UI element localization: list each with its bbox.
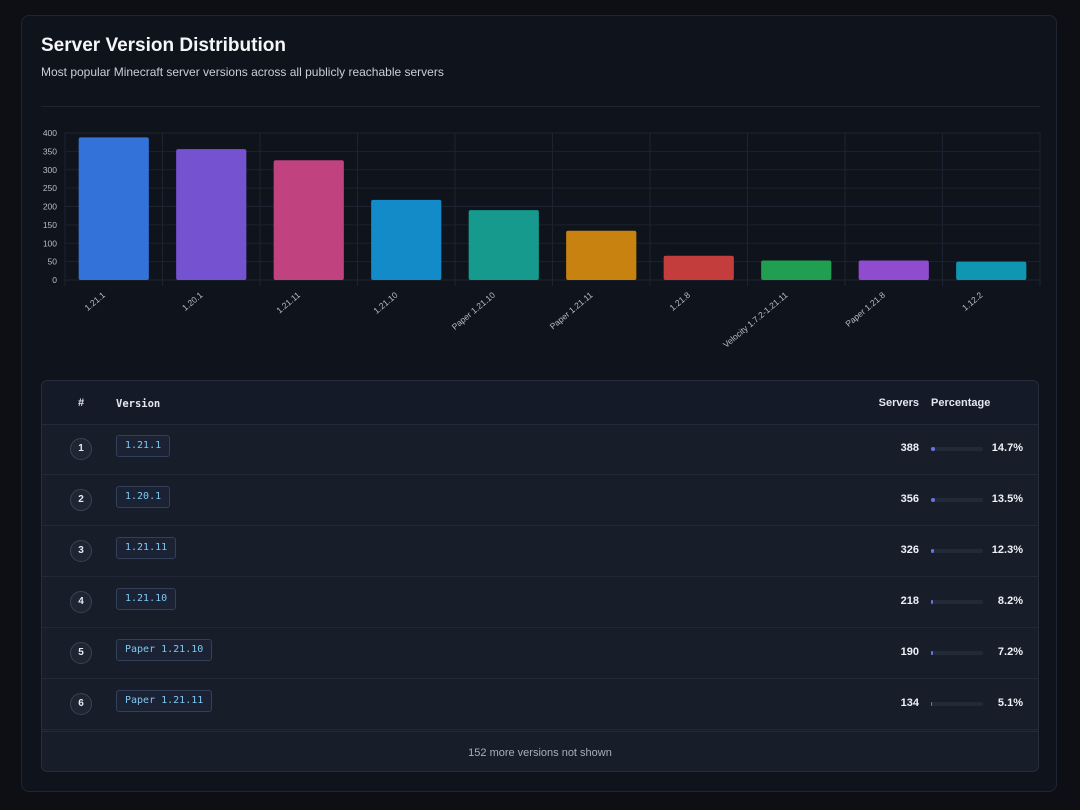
bar-1-21-8[interactable] [663, 255, 734, 280]
server-count: 388 [900, 442, 919, 454]
version-bar-chart: 0 50 100 150 200 250 300 350 400 1.21.1 1.20.1 1.21… [43, 128, 1041, 350]
header-percentage: Percentage [931, 397, 991, 409]
page-title: Server Version Distribution [41, 35, 286, 56]
x-tick-label: 1.21.11 [274, 290, 302, 316]
y-tick-label: 350 [43, 146, 57, 156]
percentage-value: 8.2% [997, 595, 1023, 607]
rank-badge: 5 [70, 642, 92, 664]
version-tag: Paper 1.21.11 [116, 690, 213, 712]
x-tick-label: 1.21.8 [667, 290, 692, 313]
bar-paper-1-21-10[interactable] [468, 210, 539, 280]
x-tick-label: Paper 1.21.11 [548, 290, 595, 332]
y-tick-label: 0 [52, 275, 57, 285]
percentage-value: 7.2% [997, 646, 1023, 658]
percentage-bar-fill [931, 600, 934, 604]
percentage-value: 13.5% [991, 493, 1023, 505]
percentage-bar [931, 702, 983, 706]
percentage-bar [931, 447, 983, 451]
header-divider [41, 106, 1040, 107]
percentage-bar-fill [931, 651, 933, 655]
y-tick-label: 100 [43, 238, 57, 248]
percentage-value: 5.1% [997, 697, 1023, 709]
table-row[interactable]: 1 1.21.1 388 14.7% [42, 424, 1038, 475]
percentage-value: 12.3% [991, 544, 1023, 556]
version-tag: 1.21.11 [116, 537, 177, 559]
version-tag: 1.21.10 [116, 588, 177, 610]
server-count: 218 [900, 595, 919, 607]
x-tick-label: Paper 1.21.10 [450, 290, 498, 332]
rank-badge: 4 [70, 591, 92, 613]
bar-1-21-1[interactable] [78, 137, 149, 280]
y-tick-label: 150 [43, 220, 57, 230]
more-versions-note: 152 more versions not shown [42, 731, 1038, 771]
table-row[interactable]: 3 1.21.11 326 12.3% [42, 526, 1038, 577]
rank-badge: 1 [70, 438, 92, 460]
table-row[interactable]: 5 Paper 1.21.10 190 7.2% [42, 628, 1038, 679]
version-table: # Version Servers Percentage 1 1.21.1 38… [41, 380, 1039, 772]
y-tick-label: 400 [43, 128, 57, 138]
rank-badge: 2 [70, 489, 92, 511]
percentage-bar [931, 600, 983, 604]
bar-velocity-1-7-2-1-21-11[interactable] [761, 260, 832, 280]
version-tag: Paper 1.21.10 [116, 639, 213, 661]
percentage-bar-fill [931, 498, 935, 502]
version-tag: 1.21.1 [116, 435, 171, 457]
table-row[interactable]: 2 1.20.1 356 13.5% [42, 475, 1038, 526]
bar-1-12-2[interactable] [956, 261, 1027, 280]
bar-1-20-1[interactable] [176, 149, 247, 280]
server-count: 326 [900, 544, 919, 556]
x-tick-label: 1.12.2 [960, 290, 985, 313]
header-servers: Servers [878, 397, 919, 409]
server-count: 134 [900, 697, 919, 709]
server-count: 356 [900, 493, 919, 505]
bar-1-21-11[interactable] [273, 160, 344, 280]
rank-badge: 6 [70, 693, 92, 715]
bar-paper-1-21-8[interactable] [858, 260, 929, 280]
version-distribution-card: Server Version Distribution Most popular… [21, 15, 1057, 792]
percentage-bar [931, 498, 983, 502]
bar-paper-1-21-11[interactable] [566, 230, 637, 280]
x-tick-label: Paper 1.21.8 [843, 290, 887, 329]
y-tick-label: 300 [43, 165, 57, 175]
version-tag: 1.20.1 [116, 486, 171, 508]
table-row[interactable]: 4 1.21.10 218 8.2% [42, 577, 1038, 628]
x-tick-label: 1.21.1 [82, 290, 107, 313]
y-tick-label: 200 [43, 202, 57, 212]
header-version: Version [116, 398, 161, 410]
page-subtitle: Most popular Minecraft server versions a… [41, 65, 444, 79]
percentage-bar-fill [931, 702, 933, 706]
x-tick-label: 1.20.1 [180, 290, 205, 313]
rank-badge: 3 [70, 540, 92, 562]
table-header: # Version Servers Percentage [42, 381, 1038, 425]
y-tick-label: 250 [43, 183, 57, 193]
percentage-bar-fill [931, 549, 935, 553]
server-count: 190 [900, 646, 919, 658]
table-row[interactable]: 6 Paper 1.21.11 134 5.1% [42, 679, 1038, 730]
x-tick-label: 1.21.10 [371, 290, 399, 316]
y-tick-label: 50 [48, 257, 58, 267]
percentage-bar [931, 549, 983, 553]
percentage-value: 14.7% [991, 442, 1023, 454]
percentage-bar-fill [931, 447, 935, 451]
percentage-bar [931, 651, 983, 655]
header-rank: # [78, 397, 85, 409]
bar-1-21-10[interactable] [371, 199, 442, 280]
x-tick-label: Velocity 1.7.2-1.21.11 [721, 290, 790, 350]
